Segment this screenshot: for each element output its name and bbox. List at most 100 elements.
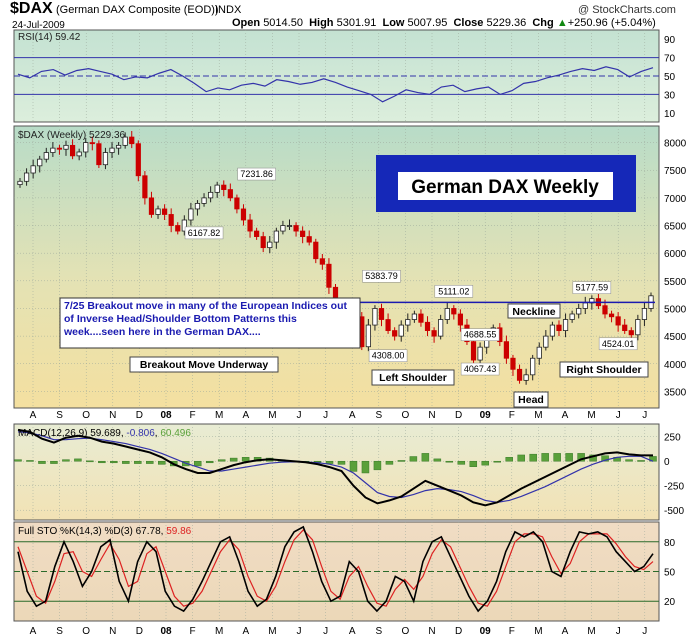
macd-label-macd: 59.689 — [90, 428, 121, 439]
x-tick-label: A — [30, 626, 37, 637]
macd-histogram-bar — [229, 457, 238, 462]
stoch-d-line — [17, 529, 654, 607]
x-tick-label: S — [375, 410, 382, 421]
stoch-y-tick: 50 — [664, 568, 676, 579]
macd-histogram-bar — [325, 460, 334, 464]
candle-body — [516, 368, 523, 381]
macd-label-name: MACD(12,26,9) — [18, 428, 87, 439]
candle-body — [569, 313, 575, 320]
macd-label-hist: 60.496 — [160, 428, 191, 439]
head-label: Head — [518, 394, 544, 406]
candle-body — [608, 313, 615, 318]
chart-title: German DAX Weekly — [411, 177, 599, 198]
low-value: 5007.95 — [407, 17, 448, 29]
macd-histogram-bar — [86, 460, 94, 463]
high-value: 5301.91 — [336, 17, 377, 29]
macd-histogram-bar — [110, 460, 118, 464]
x-tick-label: A — [562, 626, 569, 637]
x-tick-label: A — [562, 410, 569, 421]
candle-body — [543, 335, 549, 348]
candle-body — [234, 197, 240, 210]
high-label: High — [309, 17, 334, 29]
candle-body — [247, 219, 253, 232]
macd-histogram-bar — [14, 459, 22, 462]
macd-histogram-bar — [74, 458, 82, 462]
macd-histogram-bar — [457, 460, 466, 465]
candle-body — [17, 180, 23, 186]
candle-body — [385, 319, 391, 331]
x-tick-label: J — [323, 626, 328, 637]
x-tick-label: A — [242, 626, 249, 637]
candle-body — [30, 165, 36, 174]
candle-body — [240, 208, 247, 221]
x-tick-label: 09 — [480, 626, 492, 637]
value-annotation: 5177.59 — [576, 283, 609, 293]
candle-body — [372, 308, 378, 326]
macd-histogram-bar — [577, 453, 585, 462]
macd-histogram-bar — [481, 460, 490, 466]
candle-body — [221, 184, 227, 190]
rsi-y-tick: 30 — [664, 90, 676, 101]
candle-body — [155, 208, 161, 215]
x-tick-label: M — [215, 626, 223, 637]
candle-body — [313, 241, 319, 260]
rsi-y-tick: 10 — [664, 109, 676, 120]
macd-panel — [13, 423, 660, 521]
candle-body — [378, 308, 385, 320]
x-tick-label: M — [215, 410, 223, 421]
stoch-label-name: Full STO %K(14,3) %D(3) — [18, 526, 133, 537]
candle-body — [424, 321, 431, 331]
macd-histogram-bar — [601, 455, 609, 462]
macd-histogram-bar — [625, 459, 633, 462]
head-box — [513, 391, 549, 408]
candle-body — [431, 330, 437, 337]
axes: AASSOONNDD0808FFMMAAMMJJJJAASSOONNDD0909… — [30, 35, 687, 637]
candle-body — [83, 142, 89, 153]
candle-body — [129, 136, 135, 145]
macd-label-sep2: , — [155, 428, 161, 439]
candle-body — [181, 219, 187, 232]
candle-body — [457, 313, 463, 326]
macd-histogram-bar — [373, 460, 382, 471]
value-annotation-box — [237, 167, 276, 181]
price-y-tick: 4500 — [664, 332, 687, 343]
x-tick-label: M — [534, 410, 542, 421]
value-annotation-box — [572, 281, 612, 294]
right-shoulder-box — [559, 361, 649, 378]
candle-body — [628, 330, 634, 336]
x-tick-label: M — [587, 410, 595, 421]
x-tick-label: N — [109, 410, 116, 421]
value-annotation: 4688.55 — [464, 330, 497, 340]
macd-histogram-bar — [205, 460, 214, 464]
candle-body — [115, 144, 122, 149]
candle-body — [148, 197, 155, 215]
candle-body — [411, 313, 417, 320]
candle-body — [549, 324, 556, 337]
candle-body — [576, 308, 582, 315]
candle-body — [188, 208, 194, 221]
macd-signal-line — [17, 431, 654, 503]
date: 24-Jul-2009 — [12, 20, 65, 31]
candle-body — [286, 225, 293, 227]
macd-histogram-bar — [421, 453, 430, 462]
candle-body — [530, 357, 536, 376]
macd-histogram-bar — [565, 453, 573, 462]
price-label: $DAX (Weekly) 5229.36 — [18, 130, 126, 141]
macd-label: MACD(12,26,9) 59.689, -0.806, 60.496 — [18, 428, 191, 439]
x-tick-label: O — [82, 626, 90, 637]
value-annotation: 5383.79 — [365, 271, 398, 281]
candle-body — [444, 308, 450, 320]
chg-value: +250.96 (+5.04%) — [567, 17, 656, 29]
x-tick-label: J — [323, 410, 328, 421]
x-tick-label: A — [242, 410, 249, 421]
macd-histogram-bar — [193, 460, 202, 467]
candle-body — [398, 324, 404, 337]
close-value: 5229.36 — [486, 17, 527, 29]
rsi-line — [17, 66, 654, 103]
copyright[interactable]: @ StockCharts.com — [578, 4, 676, 16]
candle-body — [273, 230, 279, 243]
x-tick-label: N — [109, 626, 116, 637]
candle-body — [622, 324, 628, 331]
candle-body — [556, 324, 562, 331]
macd-histogram-bar — [38, 460, 46, 464]
